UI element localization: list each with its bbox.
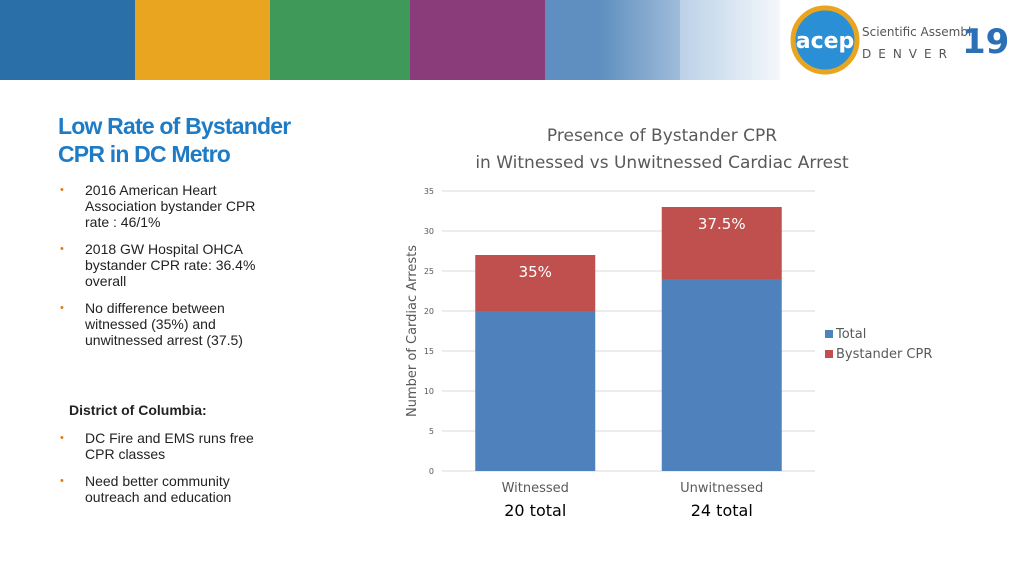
legend-label: Bystander CPR	[836, 347, 932, 362]
y-tick-label: 25	[424, 267, 434, 276]
y-tick-label: 0	[429, 467, 434, 476]
banner: acep Scientific Assembly DENVER 19	[0, 0, 1024, 80]
y-tick-label: 15	[424, 347, 434, 356]
bar-segment	[661, 207, 782, 279]
slide-title: Low Rate of Bystander CPR in DC Metro	[58, 113, 291, 167]
legend-label: Total	[835, 327, 866, 342]
bullet: DC Fire and EMS runs free CPR classes	[58, 430, 258, 462]
logo-text: acep	[796, 29, 855, 54]
photo	[270, 0, 410, 80]
y-tick-label: 35	[424, 187, 434, 196]
x-tick-label: Witnessed	[502, 481, 569, 496]
category-note: 24 total	[691, 501, 753, 520]
photo	[135, 0, 270, 80]
bar-annotation: 35%	[519, 263, 552, 281]
photo	[410, 0, 545, 80]
category-note: 20 total	[504, 501, 566, 520]
section-heading: District of Columbia:	[69, 402, 207, 418]
bar-segment	[475, 255, 596, 311]
bullet: No difference between witnessed (35%) an…	[58, 300, 258, 348]
y-tick-label: 30	[424, 227, 434, 236]
y-tick-label: 5	[429, 427, 434, 436]
bullet-list: 2016 American Heart Association bystande…	[58, 182, 258, 359]
bar-segment	[475, 311, 596, 471]
logo-circle	[790, 5, 860, 75]
y-axis-label: Number of Cardiac Arrests	[405, 245, 420, 417]
bullet: 2016 American Heart Association bystande…	[58, 182, 258, 230]
bar-segment	[661, 279, 782, 471]
bullet-list: District of Columbia: DC Fire and EMS ru…	[58, 402, 258, 516]
photo	[0, 0, 135, 80]
chart-title: Presence of Bystander CPR	[547, 126, 777, 146]
y-tick-label: 10	[424, 387, 434, 396]
y-tick-label: 20	[424, 307, 434, 316]
photo-fade	[600, 0, 800, 80]
bar-annotation: 37.5%	[698, 215, 746, 233]
event-city: DENVER	[862, 47, 954, 61]
chart-subtitle: in Witnessed vs Unwitnessed Cardiac Arre…	[475, 153, 849, 173]
bullet: Need better community outreach and educa…	[58, 473, 258, 505]
bullet: 2018 GW Hospital OHCA bystander CPR rate…	[58, 241, 258, 289]
event-year: 19	[962, 22, 1009, 62]
event-name: Scientific Assembly	[862, 25, 978, 39]
legend-swatch	[825, 350, 833, 358]
legend-swatch	[825, 330, 833, 338]
x-tick-label: Unwitnessed	[680, 481, 763, 496]
